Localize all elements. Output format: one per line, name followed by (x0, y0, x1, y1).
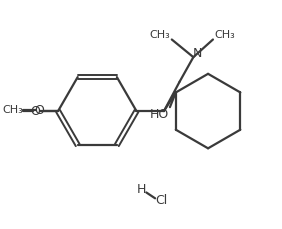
Text: O: O (30, 105, 40, 117)
Text: CH₃: CH₃ (3, 105, 23, 115)
Text: O: O (34, 104, 44, 117)
Text: N: N (193, 47, 202, 60)
Text: HO: HO (149, 109, 169, 122)
Text: CH₃: CH₃ (150, 30, 170, 40)
Text: H: H (137, 183, 146, 196)
Text: Cl: Cl (155, 194, 167, 207)
Text: CH₃: CH₃ (214, 30, 235, 40)
